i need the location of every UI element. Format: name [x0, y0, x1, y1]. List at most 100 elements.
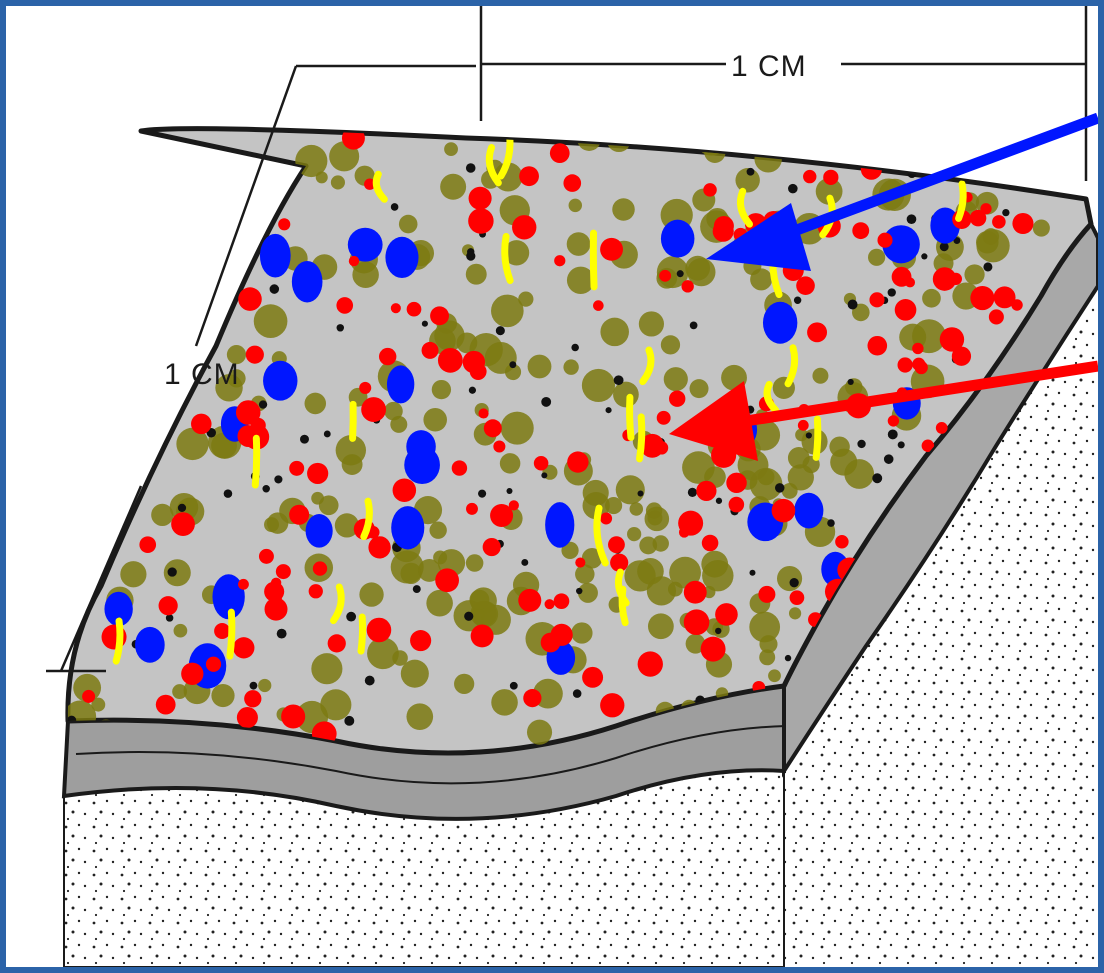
red-particle: [238, 578, 249, 590]
olive-particle: [566, 232, 591, 256]
yellow-strand: [593, 504, 609, 567]
diagram-frame: 1 CM 1 CM: [6, 6, 1098, 967]
red-particle: [567, 451, 589, 473]
olive-particle: [359, 582, 384, 607]
dark-speck: [872, 473, 883, 484]
red-particle: [1012, 212, 1034, 235]
olive-particle: [491, 689, 518, 716]
red-particle: [469, 363, 487, 380]
olive-particle: [922, 288, 941, 308]
yellow-strand: [501, 232, 514, 285]
red-particle: [508, 500, 519, 511]
red-particle: [437, 347, 463, 373]
dark-speck: [572, 689, 582, 698]
yellow-strand: [360, 497, 373, 541]
red-particle: [470, 624, 494, 648]
olive-particle: [582, 479, 609, 506]
yellow-strand: [955, 180, 967, 222]
olive-particle: [613, 381, 639, 408]
blue-particle: [291, 260, 323, 303]
olive-particle: [612, 198, 635, 221]
red-particle: [992, 215, 1006, 229]
olive-particle: [526, 719, 553, 745]
blue-particle: [212, 574, 245, 620]
olive-particle: [465, 263, 487, 285]
olive-particle: [304, 392, 327, 415]
red-particle: [549, 143, 570, 163]
dark-speck: [774, 483, 785, 493]
red-particle: [912, 342, 924, 355]
olive-particle: [638, 311, 665, 337]
dark-speck: [847, 378, 854, 385]
olive-particle: [639, 536, 658, 555]
olive-particle: [815, 177, 843, 205]
blue-particle: [305, 514, 333, 548]
red-particle: [758, 585, 776, 603]
olive-particle: [976, 230, 999, 254]
red-particle: [390, 303, 401, 314]
red-particle: [421, 341, 439, 359]
dark-speck: [262, 484, 270, 493]
red-particle: [600, 693, 625, 718]
blue-particle: [404, 445, 440, 485]
yellow-strand: [329, 583, 345, 625]
blue-pointer-arrow: [706, 112, 1098, 271]
red-particle: [512, 215, 537, 240]
dark-speck: [506, 488, 513, 495]
red-particle: [701, 534, 719, 552]
blue-particle: [882, 225, 920, 264]
red-particle: [713, 215, 734, 236]
red-particle: [235, 400, 261, 425]
dark-speck: [509, 681, 518, 690]
red-particle: [970, 286, 995, 311]
olive-particle: [440, 173, 467, 200]
red-particle: [681, 280, 694, 293]
olive-particle: [352, 261, 379, 289]
olive-particle: [685, 255, 711, 281]
red-particle: [867, 335, 888, 356]
yellow-strand: [226, 608, 236, 660]
olive-particle: [788, 607, 802, 620]
olive-particle: [469, 589, 490, 610]
side-dimension: [46, 64, 476, 673]
dark-speck: [323, 430, 331, 438]
olive-particle: [830, 137, 849, 157]
dark-speck: [613, 375, 624, 386]
dark-speck: [165, 614, 174, 622]
yellow-strand: [589, 229, 598, 291]
red-particle: [877, 232, 893, 248]
red-particle: [348, 255, 360, 267]
olive-particle: [829, 436, 850, 457]
red-particle: [553, 593, 570, 610]
olive-particle: [852, 303, 870, 322]
top-dimension: [479, 6, 1088, 181]
red-particle: [368, 536, 391, 559]
blue-particle: [794, 492, 824, 529]
blue-particle: [545, 502, 575, 548]
blue-particle: [259, 233, 291, 278]
yellow-strand: [1056, 71, 1065, 116]
yellow-strand: [372, 170, 388, 203]
red-particle: [935, 422, 948, 434]
dark-speck: [269, 284, 280, 294]
dark-speck: [177, 503, 187, 512]
olive-particle: [577, 582, 598, 603]
red-particle: [379, 347, 397, 366]
dark-speck: [167, 567, 177, 577]
slab-top-surface: [65, 126, 1094, 756]
yellow-strand: [812, 415, 822, 461]
olive-particle: [211, 683, 235, 708]
olive-particle: [749, 611, 781, 643]
dark-speck: [749, 569, 756, 576]
olive-particle: [499, 453, 521, 474]
red-particle: [703, 183, 717, 197]
red-particle: [823, 169, 839, 185]
red-particle: [361, 397, 387, 422]
dark-speck: [637, 490, 644, 497]
red-particle: [835, 535, 849, 549]
olive-particle: [615, 475, 645, 505]
soil-section-diagram: 1 CM 1 CM: [46, 6, 1098, 967]
olive-particle: [433, 550, 448, 565]
red-particle: [238, 287, 262, 311]
dark-speck: [541, 396, 552, 407]
